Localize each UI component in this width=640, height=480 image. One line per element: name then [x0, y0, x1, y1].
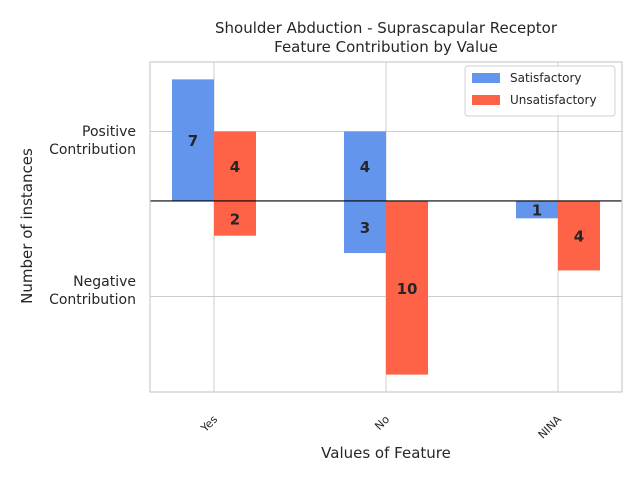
bar-labels: 7 4 3 1 4 2 10 4 — [188, 132, 584, 298]
y-tick-positive-line2: Contribution — [49, 142, 136, 158]
x-axis-label: Values of Feature — [321, 444, 451, 462]
legend-label-unsatisfactory: Unsatisfactory — [510, 93, 597, 107]
chart-title-line2: Feature Contribution by Value — [274, 38, 498, 56]
bar-value-label: 4 — [230, 158, 240, 176]
legend-swatch-unsatisfactory — [472, 95, 500, 105]
bar-unsatisfactory-negative-yes — [214, 200, 256, 236]
plot-frame — [149, 61, 623, 393]
legend-label-satisfactory: Satisfactory — [510, 71, 582, 85]
legend: Satisfactory Unsatisfactory — [464, 65, 616, 117]
chart-title-line1: Shoulder Abduction - Suprascapular Recep… — [215, 19, 558, 37]
y-tick-positive-line1: Positive — [82, 124, 136, 140]
legend-box — [464, 65, 616, 117]
bar-value-label: 3 — [360, 219, 370, 237]
legend-swatch-satisfactory — [472, 73, 500, 83]
y-axis-label: Number of instances — [18, 148, 36, 304]
bar-value-label: 2 — [230, 210, 240, 228]
bar-satisfactory-negative-no — [344, 200, 386, 254]
bar-value-label: 4 — [360, 158, 370, 176]
bar-value-label: 7 — [188, 132, 198, 150]
bar-unsatisfactory-positive-yes — [214, 131, 256, 201]
y-tick-negative-line2: Contribution — [49, 292, 136, 308]
y-tick-negative-line1: Negative — [73, 274, 136, 290]
bar-satisfactory-positive-no — [344, 131, 386, 201]
plot-area: 7 4 3 1 4 2 10 4 — [149, 61, 623, 393]
bar-value-label: 1 — [532, 202, 542, 220]
bars — [172, 79, 600, 375]
bar-unsatisfactory-negative-no — [386, 200, 428, 375]
bar-satisfactory-negative-nina — [516, 200, 558, 219]
bar-value-label: 4 — [574, 228, 584, 246]
bar-value-label: 10 — [397, 280, 418, 298]
bar-unsatisfactory-negative-nina — [558, 200, 600, 271]
bar-satisfactory-positive-yes — [172, 79, 214, 201]
